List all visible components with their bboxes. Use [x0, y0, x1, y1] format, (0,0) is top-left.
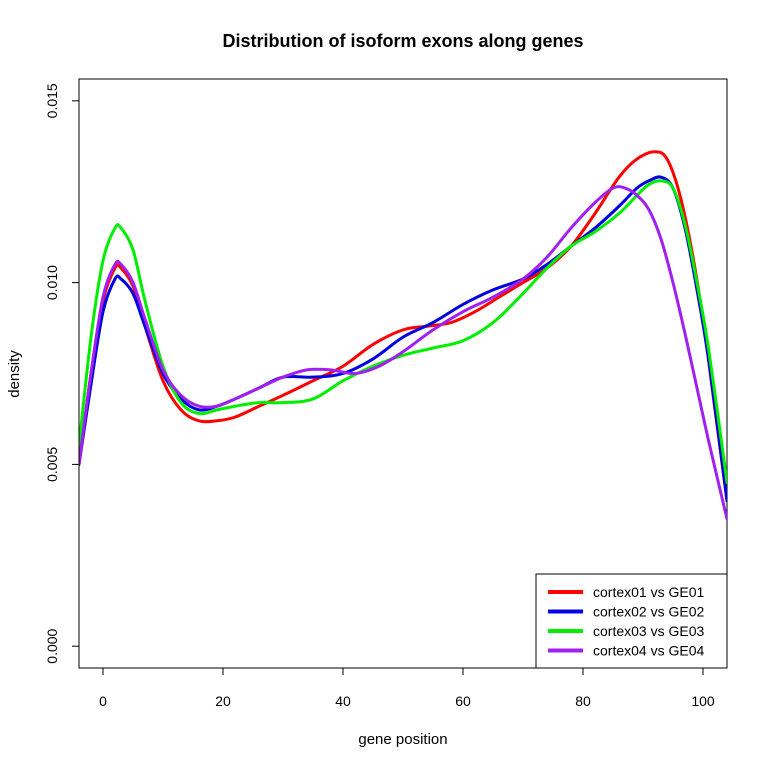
- series-layer: [79, 150, 727, 521]
- x-tick-label: 100: [691, 693, 715, 709]
- x-tick-label: 20: [215, 693, 231, 709]
- y-tick-label: 0.005: [44, 447, 60, 482]
- y-tick-label: 0.000: [44, 628, 60, 663]
- legend-label: cortex03 vs GE03: [593, 623, 704, 639]
- y-axis: 0.000 0.005 0.010 0.015: [44, 83, 80, 664]
- x-axis: 0 20 40 60 80 100: [99, 667, 715, 709]
- y-tick-label: 0.010: [44, 265, 60, 300]
- x-tick-label: 80: [575, 693, 591, 709]
- series-line-2: [79, 175, 727, 503]
- y-axis-label: density: [6, 350, 23, 398]
- chart-title: Distribution of isoform exons along gene…: [222, 31, 583, 51]
- x-tick-label: 0: [99, 693, 107, 709]
- series-line-4: [79, 185, 727, 521]
- legend-label: cortex01 vs GE01: [593, 584, 704, 600]
- legend: cortex01 vs GE01 cortex02 vs GE02 cortex03…: [535, 573, 728, 669]
- x-tick-label: 60: [455, 693, 471, 709]
- x-axis-label: gene position: [358, 731, 447, 748]
- legend-label: cortex02 vs GE02: [593, 604, 704, 620]
- y-tick-label: 0.015: [44, 83, 60, 118]
- legend-label: cortex04 vs GE04: [593, 643, 704, 659]
- x-tick-label: 40: [335, 693, 351, 709]
